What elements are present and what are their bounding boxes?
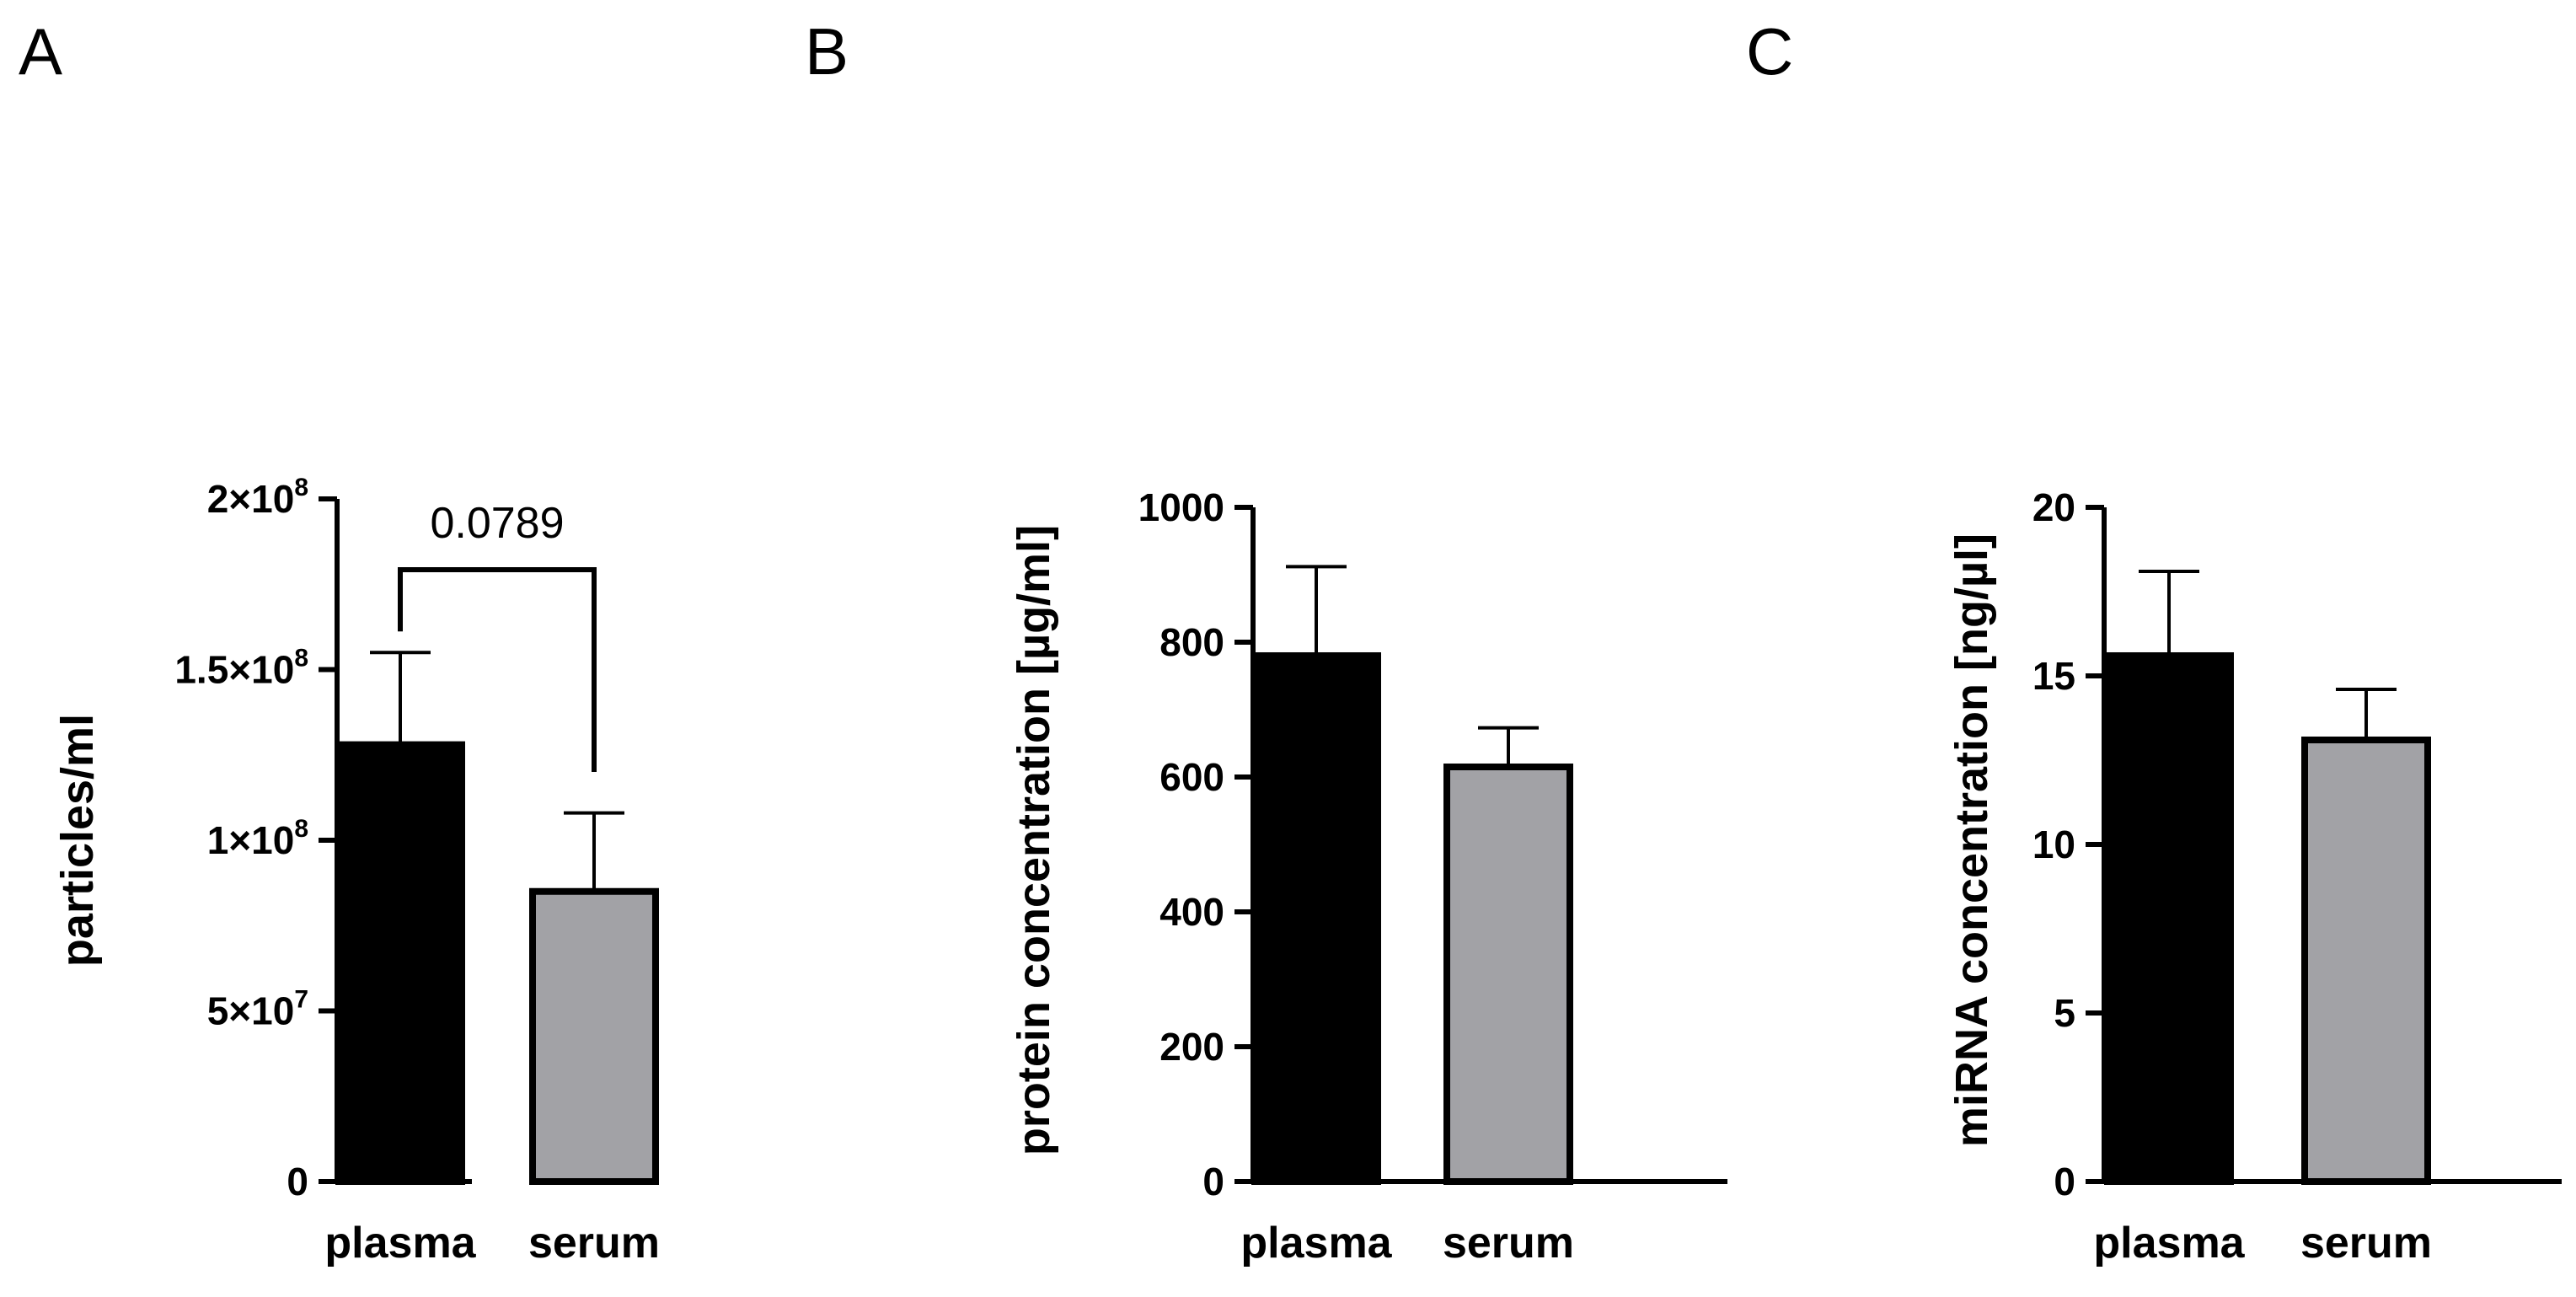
- y-tick-label: 0: [1202, 1160, 1224, 1203]
- y-tick-label: 200: [1159, 1025, 1224, 1069]
- x-tick-label: serum: [2300, 1219, 2432, 1268]
- y-tick-label: 5: [2054, 991, 2075, 1035]
- bar-plasma: [335, 741, 465, 1185]
- bar-serum: [2301, 737, 2431, 1185]
- panel-letter: C: [1746, 14, 1793, 88]
- y-tick-label: 10: [2032, 823, 2075, 866]
- chart-panel-c: C 0 5 10 15 20 plasma serum miRNA concentration …: [1746, 14, 2562, 1268]
- bar-plasma: [1251, 652, 1381, 1185]
- chart-panel-a: A 0 5×107 1×108 1.5×108 2×108 plasma serum parti…: [19, 14, 660, 1268]
- y-tick-label: 1.5×108: [174, 645, 308, 692]
- significance-bracket: [398, 567, 597, 772]
- y-tick-label: 15: [2032, 654, 2075, 698]
- y-axis-title: miRNA concentration [ng/µl]: [1947, 533, 1997, 1147]
- y-tick-label: 5×107: [207, 986, 308, 1033]
- x-tick-label: plasma: [2093, 1219, 2245, 1268]
- y-axis-title: particles/ml: [52, 714, 103, 967]
- bar-serum: [1443, 764, 1573, 1185]
- panel-letter: A: [19, 14, 62, 88]
- x-tick-label: serum: [1443, 1219, 1574, 1268]
- panel-letter: B: [805, 14, 849, 88]
- x-tick-label: serum: [528, 1219, 660, 1268]
- bar-serum: [529, 887, 659, 1185]
- x-tick-label: plasma: [1240, 1219, 1392, 1268]
- bar-plasma: [2104, 652, 2234, 1185]
- y-tick-label: 400: [1159, 890, 1224, 934]
- x-tick-label: plasma: [324, 1219, 476, 1268]
- y-tick-label: 20: [2032, 485, 2075, 529]
- chart-panel-b: B 0 200 400 600 800 1000 plasma serum protein con…: [805, 14, 1727, 1268]
- y-tick-label: 0: [2054, 1160, 2075, 1203]
- y-tick-label: 600: [1159, 755, 1224, 799]
- y-tick-label: 0: [287, 1160, 308, 1203]
- y-axis-title: protein concentration [µg/ml]: [1009, 525, 1059, 1155]
- significance-label: 0.0789: [430, 499, 564, 548]
- y-tick-label: 800: [1159, 620, 1224, 664]
- y-tick-label: 1000: [1138, 485, 1224, 529]
- y-tick-label: 1×108: [207, 815, 308, 862]
- y-tick-label: 2×108: [207, 474, 308, 521]
